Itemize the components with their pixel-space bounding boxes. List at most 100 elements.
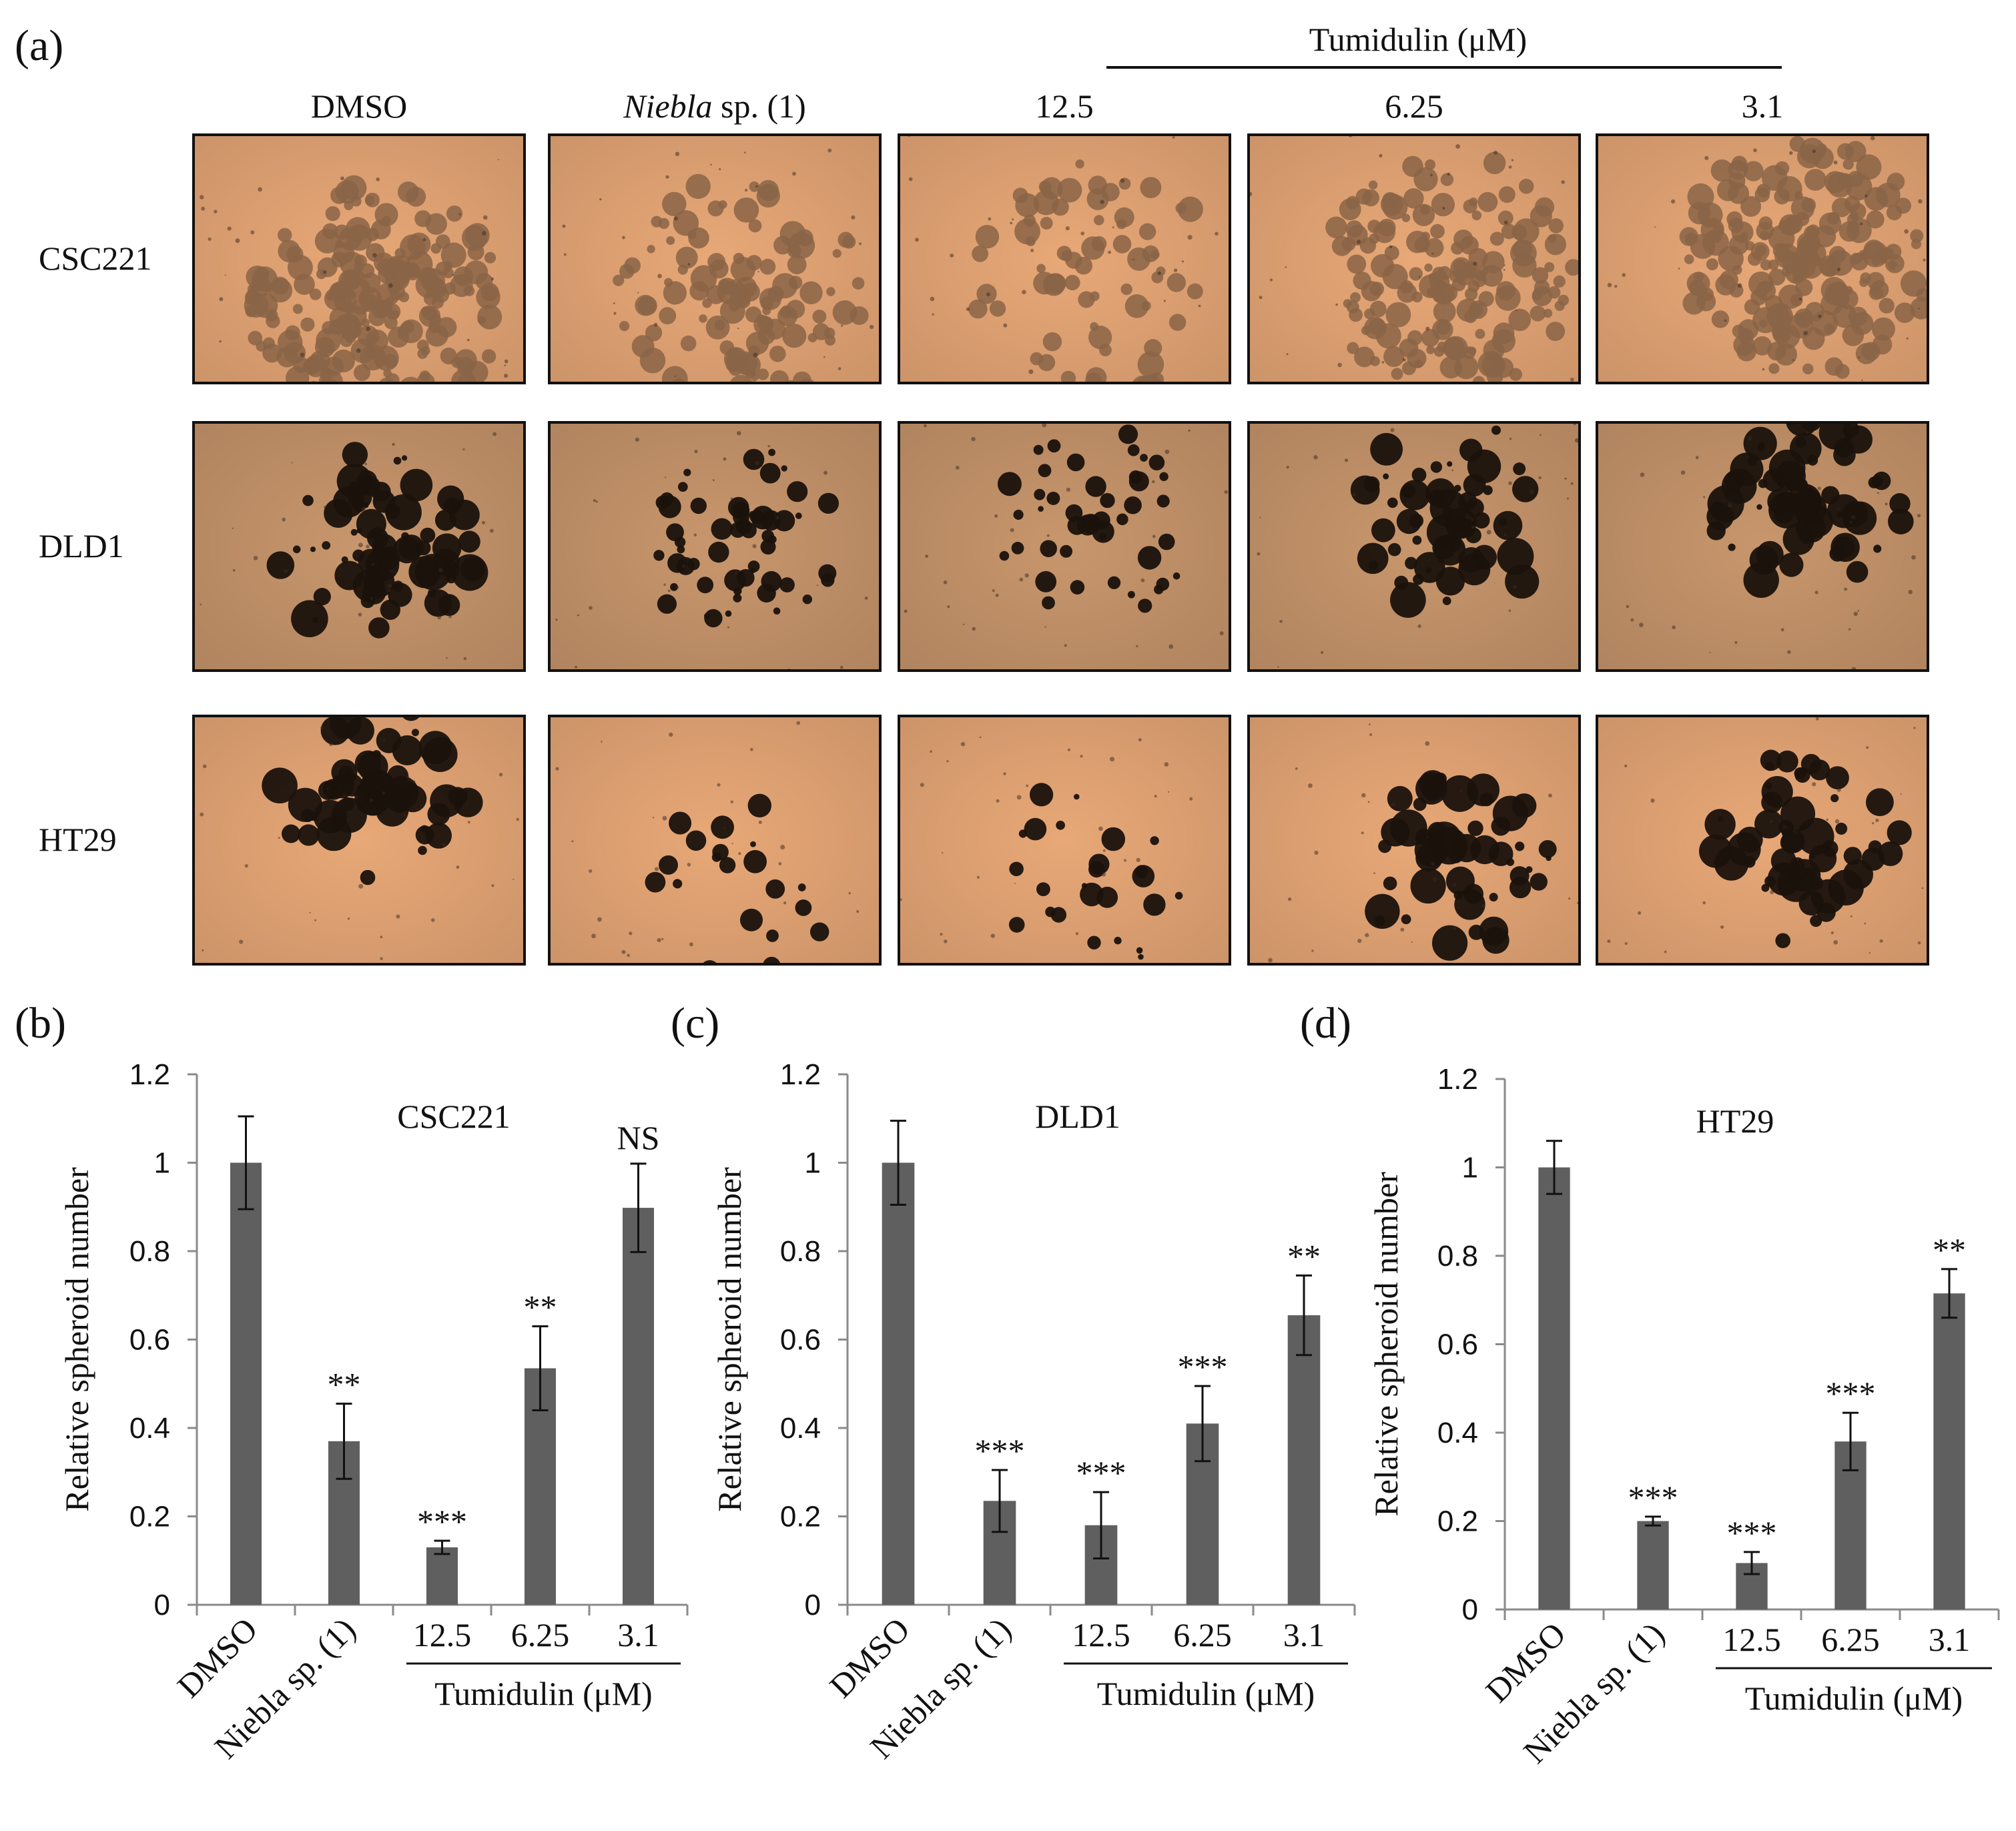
spheroid [1886, 204, 1903, 221]
spheroid [1060, 544, 1073, 558]
spheroid [1475, 270, 1486, 282]
significance-label: ** [1287, 1237, 1321, 1274]
spheroid [428, 314, 442, 327]
debris [1814, 591, 1818, 595]
spheroid [1548, 234, 1557, 243]
spheroid [1453, 230, 1473, 250]
spheroid [1432, 266, 1446, 281]
column-label-rest: sp. (1) [713, 87, 806, 125]
spheroid [322, 223, 338, 240]
spheroid [1092, 511, 1110, 530]
debris [687, 863, 691, 867]
spheroid [1040, 217, 1053, 230]
debris [1257, 552, 1261, 556]
spheroid [1432, 319, 1453, 340]
debris [665, 175, 669, 179]
spheroid [651, 216, 663, 228]
spheroid [1846, 561, 1869, 583]
spheroid [1871, 317, 1895, 341]
debris [1352, 492, 1356, 497]
spheroid [352, 549, 365, 562]
spheroid [773, 510, 795, 532]
spheroid [404, 262, 420, 278]
debris [202, 764, 207, 769]
spheroid [666, 236, 675, 245]
spheroid [999, 551, 1010, 561]
spheroid [384, 316, 398, 330]
spheroid [1861, 847, 1885, 871]
debris [654, 867, 659, 871]
debris [1803, 331, 1808, 336]
spheroid [1794, 767, 1806, 779]
debris [1075, 932, 1079, 936]
spheroid [1833, 290, 1850, 307]
y-tick-label: 0.4 [780, 1412, 821, 1445]
debris [370, 597, 373, 600]
debris [1570, 378, 1574, 382]
debris [1337, 362, 1342, 368]
spheroid [1759, 281, 1770, 292]
spheroid [1518, 178, 1534, 194]
spheroid [738, 354, 761, 376]
debris [992, 589, 995, 593]
spheroid [645, 871, 666, 893]
spheroid [1091, 236, 1107, 252]
y-tick-label: 0.8 [129, 1235, 170, 1268]
micrograph-content [194, 716, 525, 964]
spheroid [1150, 836, 1159, 845]
debris [1098, 826, 1103, 831]
debris [1481, 903, 1485, 908]
debris [1607, 940, 1611, 944]
micrograph-frame [192, 421, 526, 672]
debris [1215, 232, 1219, 236]
debris [1770, 890, 1774, 895]
debris [340, 176, 344, 181]
spheroid [1565, 259, 1580, 276]
debris [1568, 897, 1571, 900]
x-category-label: 3.1 [1283, 1616, 1325, 1654]
spheroid [1403, 188, 1424, 209]
spheroid [424, 589, 452, 617]
debris [1770, 820, 1772, 823]
debris [1850, 520, 1853, 524]
micrograph-frame [548, 421, 882, 672]
debris [400, 494, 402, 496]
debris [1102, 849, 1106, 852]
bar [1933, 1293, 1965, 1609]
debris [925, 555, 928, 558]
significance-label: *** [417, 1503, 467, 1540]
spheroid [1038, 506, 1044, 512]
spheroid [298, 824, 320, 846]
debris [200, 603, 202, 606]
spheroid [262, 343, 282, 363]
debris [1503, 220, 1508, 225]
spheroid [464, 285, 475, 296]
spheroid [388, 583, 412, 607]
debris [1003, 323, 1008, 328]
debris [1410, 527, 1413, 530]
y-tick-label: 1.2 [129, 1058, 170, 1091]
debris [1163, 300, 1166, 302]
spheroid [1704, 809, 1736, 840]
spheroid [1134, 865, 1148, 878]
debris [1019, 577, 1024, 582]
debris [988, 217, 992, 221]
spheroid [398, 799, 410, 811]
spheroid [1080, 882, 1104, 907]
debris [827, 148, 832, 153]
debris [456, 865, 460, 869]
spheroid [1107, 576, 1121, 589]
spheroid [768, 448, 775, 456]
spheroid [1910, 229, 1924, 243]
spheroid [1750, 242, 1770, 261]
debris [371, 563, 374, 566]
spheroid [342, 442, 368, 468]
debris [613, 302, 615, 304]
spheroid [690, 497, 707, 514]
spheroid [795, 899, 812, 916]
debris [358, 542, 363, 548]
spheroid [1128, 470, 1142, 484]
spheroid [1136, 947, 1143, 954]
micrograph-1-1 [548, 421, 882, 672]
spheroid [354, 254, 368, 268]
